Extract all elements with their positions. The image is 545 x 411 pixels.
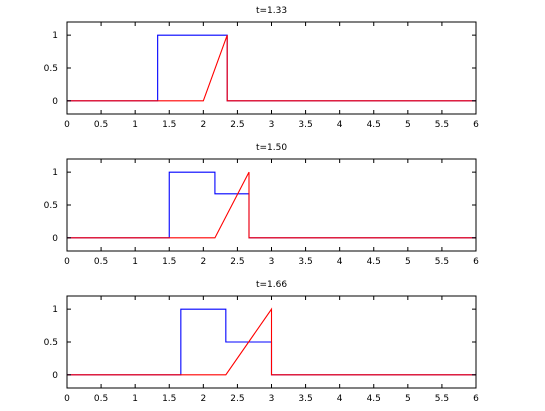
subplot-3: t=1.66 0 0.5 1 1.5 2 2.5 3 3.5 4 4.5 5 5.5 6 0 0.5 1 — [44, 280, 479, 404]
x-tick-label: 0.5 — [94, 257, 108, 267]
x-tick-label: 1.5 — [162, 257, 176, 267]
x-tick-label: 4 — [337, 257, 343, 267]
subplot-1: t=1.33 0 0.5 1 1.5 2 2.5 3 3.5 4 4.5 5 5.5 6 0 0.5 1 — [44, 6, 479, 130]
x-tick-label: 5.5 — [435, 120, 449, 130]
series-line-1 — [67, 34, 476, 102]
series-line-2 — [67, 307, 476, 376]
y-tick-label: 0.5 — [44, 338, 58, 348]
x-tick-label: 1 — [132, 120, 138, 130]
x-tick-label: 0 — [64, 257, 70, 267]
x-tick-label: 5.5 — [435, 394, 449, 404]
x-tick-label: 0 — [64, 120, 70, 130]
x-tick-label: 5 — [405, 394, 411, 404]
y-tick-label: 0.5 — [44, 201, 58, 211]
x-tick-label: 2 — [200, 394, 206, 404]
x-tick-label: 0.5 — [94, 120, 108, 130]
x-tick-label: 1.5 — [162, 394, 176, 404]
x-tick-label: 3.5 — [298, 120, 312, 130]
x-tick-label: 6 — [473, 394, 479, 404]
subplot-title: t=1.50 — [256, 143, 287, 153]
x-tick-label: 3 — [269, 394, 275, 404]
x-tick-label: 4.5 — [367, 257, 381, 267]
x-tick-label: 4 — [337, 120, 343, 130]
x-tick-label: 3.5 — [298, 257, 312, 267]
x-tick-label: 2.5 — [230, 120, 244, 130]
y-tick-label: 1 — [52, 31, 58, 41]
series-line-2 — [67, 34, 476, 102]
x-tick-label: 3.5 — [298, 394, 312, 404]
x-tick-label: 1 — [132, 257, 138, 267]
x-tick-label: 2 — [200, 257, 206, 267]
y-tick-label: 1 — [52, 305, 58, 315]
axes-frame — [66, 21, 477, 115]
x-tick-label: 3 — [269, 120, 275, 130]
x-tick-label: 5 — [405, 257, 411, 267]
x-tick-label: 1 — [132, 394, 138, 404]
x-tick-label: 2 — [200, 120, 206, 130]
axes-frame — [66, 158, 477, 252]
y-tick-label: 0 — [52, 234, 58, 244]
x-tick-label: 6 — [473, 257, 479, 267]
x-tick-label: 2.5 — [230, 257, 244, 267]
x-tick-label: 5.5 — [435, 257, 449, 267]
x-tick-label: 4 — [337, 394, 343, 404]
x-tick-label: 4.5 — [367, 394, 381, 404]
x-tick-label: 4.5 — [367, 120, 381, 130]
x-tick-label: 0 — [64, 394, 70, 404]
y-tick-label: 0 — [52, 371, 58, 381]
x-tick-label: 6 — [473, 120, 479, 130]
subplot-title: t=1.33 — [256, 6, 287, 16]
y-tick-label: 0.5 — [44, 64, 58, 74]
x-tick-label: 5 — [405, 120, 411, 130]
subplot-title: t=1.66 — [256, 280, 287, 290]
x-tick-label: 2.5 — [230, 394, 244, 404]
subplot-2: t=1.50 0 0.5 1 1.5 2 2.5 3 3.5 4 4.5 5 5.5 6 0 0.5 1 — [44, 143, 479, 267]
series-line-1 — [67, 171, 476, 239]
x-tick-label: 3 — [269, 257, 275, 267]
series-line-2 — [67, 171, 476, 239]
x-tick-label: 1.5 — [162, 120, 176, 130]
y-tick-label: 0 — [52, 97, 58, 107]
y-tick-label: 1 — [52, 168, 58, 178]
x-tick-label: 0.5 — [94, 394, 108, 404]
